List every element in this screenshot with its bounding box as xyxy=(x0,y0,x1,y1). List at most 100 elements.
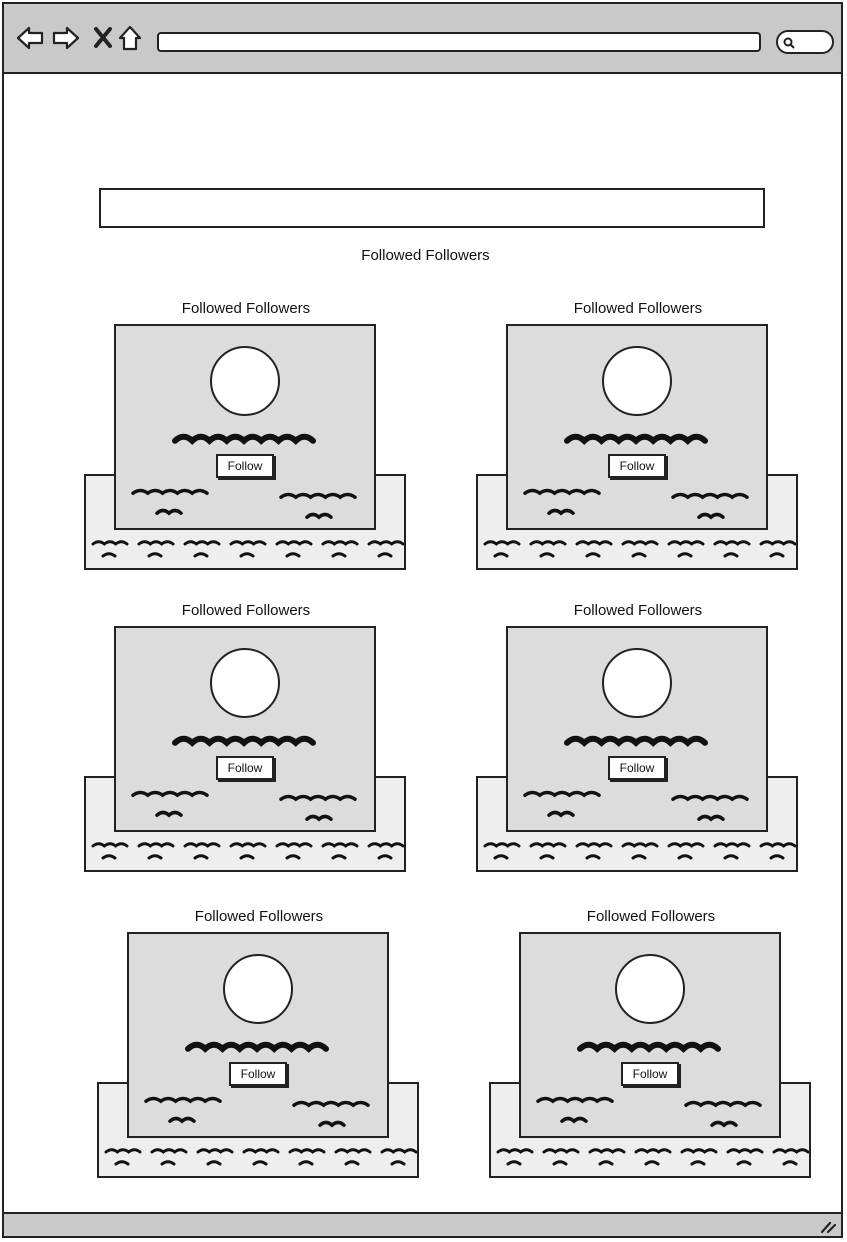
card-title: Followed Followers xyxy=(573,300,703,317)
placeholder-text-scribble xyxy=(483,540,521,546)
url-bar[interactable] xyxy=(157,32,761,52)
avatar xyxy=(210,648,280,718)
avatar xyxy=(223,954,293,1024)
placeholder-text-scribble xyxy=(229,540,267,546)
card-profile-panel: Follow xyxy=(114,626,376,832)
placeholder-text-scribble xyxy=(697,512,725,520)
avatar xyxy=(602,648,672,718)
placeholder-text-scribble xyxy=(667,540,705,546)
placeholder-text-scribble xyxy=(536,1096,614,1104)
placeholder-text-scribble xyxy=(723,854,739,860)
card-profile-panel: Follow xyxy=(127,932,389,1138)
placeholder-text-scribble xyxy=(493,552,509,558)
card-profile-panel: Follow xyxy=(519,932,781,1138)
placeholder-text-scribble xyxy=(331,854,347,860)
placeholder-text-scribble xyxy=(769,854,785,860)
placeholder-text-scribble xyxy=(101,552,117,558)
placeholder-text-scribble xyxy=(114,1160,130,1166)
placeholder-text-scribble xyxy=(680,1148,718,1154)
placeholder-text-scribble xyxy=(564,735,708,747)
stats-row xyxy=(103,1144,418,1174)
forward-arrow-icon[interactable] xyxy=(52,24,80,52)
placeholder-text-scribble xyxy=(183,540,221,546)
placeholder-text-scribble xyxy=(577,1041,721,1053)
placeholder-text-scribble xyxy=(671,794,749,802)
stats-row xyxy=(482,536,797,566)
card-profile-panel: Follow xyxy=(506,324,768,530)
card-title: Followed Followers xyxy=(573,602,703,619)
placeholder-text-scribble xyxy=(697,814,725,822)
profile-card: Followed Followers Follow xyxy=(84,602,408,882)
placeholder-text-scribble xyxy=(710,1120,738,1128)
placeholder-text-scribble xyxy=(585,552,601,558)
placeholder-text-scribble xyxy=(275,842,313,848)
placeholder-text-scribble xyxy=(723,552,739,558)
placeholder-text-scribble xyxy=(321,842,359,848)
profile-card: Followed Followers Follow xyxy=(476,300,800,580)
placeholder-text-scribble xyxy=(144,1096,222,1104)
placeholder-text-scribble xyxy=(631,854,647,860)
placeholder-text-scribble xyxy=(772,1148,810,1154)
browser-toolbar xyxy=(4,4,841,74)
placeholder-text-scribble xyxy=(552,1160,568,1166)
placeholder-text-scribble xyxy=(305,512,333,520)
placeholder-text-scribble xyxy=(172,433,316,445)
placeholder-text-scribble xyxy=(539,552,555,558)
browser-search-field[interactable] xyxy=(776,30,834,54)
placeholder-text-scribble xyxy=(598,1160,614,1166)
placeholder-text-scribble xyxy=(542,1148,580,1154)
close-icon[interactable] xyxy=(90,24,118,52)
card-title: Followed Followers xyxy=(181,300,311,317)
follow-button[interactable]: Follow xyxy=(216,756,274,780)
placeholder-text-scribble xyxy=(155,508,183,516)
placeholder-text-scribble xyxy=(547,810,575,818)
follow-button[interactable]: Follow xyxy=(229,1062,287,1086)
avatar xyxy=(602,346,672,416)
card-title: Followed Followers xyxy=(181,602,311,619)
placeholder-text-scribble xyxy=(91,540,129,546)
placeholder-text-scribble xyxy=(496,1148,534,1154)
avatar xyxy=(615,954,685,1024)
placeholder-text-scribble xyxy=(644,1160,660,1166)
placeholder-text-scribble xyxy=(367,842,405,848)
placeholder-text-scribble xyxy=(575,842,613,848)
card-profile-panel: Follow xyxy=(506,626,768,832)
placeholder-text-scribble xyxy=(131,790,209,798)
home-icon[interactable] xyxy=(116,24,144,52)
back-arrow-icon[interactable] xyxy=(16,24,44,52)
placeholder-text-scribble xyxy=(155,810,183,818)
placeholder-text-scribble xyxy=(782,1160,798,1166)
placeholder-text-scribble xyxy=(275,540,313,546)
follow-button[interactable]: Follow xyxy=(216,454,274,478)
placeholder-text-scribble xyxy=(279,492,357,500)
stats-row xyxy=(482,838,797,868)
search-input[interactable] xyxy=(99,188,765,228)
stats-row xyxy=(90,838,405,868)
placeholder-text-scribble xyxy=(621,540,659,546)
placeholder-text-scribble xyxy=(131,488,209,496)
placeholder-text-scribble xyxy=(193,854,209,860)
follow-button[interactable]: Follow xyxy=(621,1062,679,1086)
placeholder-text-scribble xyxy=(104,1148,142,1154)
placeholder-text-scribble xyxy=(621,842,659,848)
placeholder-text-scribble xyxy=(239,854,255,860)
follow-button[interactable]: Follow xyxy=(608,756,666,780)
placeholder-text-scribble xyxy=(726,1148,764,1154)
placeholder-text-scribble xyxy=(285,552,301,558)
placeholder-text-scribble xyxy=(564,433,708,445)
page-title: Followed Followers xyxy=(361,247,490,264)
placeholder-text-scribble xyxy=(298,1160,314,1166)
resize-grip-icon[interactable] xyxy=(819,1218,837,1234)
placeholder-text-scribble xyxy=(305,814,333,822)
placeholder-text-scribble xyxy=(137,842,175,848)
placeholder-text-scribble xyxy=(183,842,221,848)
placeholder-text-scribble xyxy=(539,854,555,860)
placeholder-text-scribble xyxy=(529,842,567,848)
placeholder-text-scribble xyxy=(759,842,797,848)
placeholder-text-scribble xyxy=(344,1160,360,1166)
follow-button[interactable]: Follow xyxy=(608,454,666,478)
placeholder-text-scribble xyxy=(377,552,393,558)
placeholder-text-scribble xyxy=(380,1148,418,1154)
placeholder-text-scribble xyxy=(367,540,405,546)
card-title: Followed Followers xyxy=(194,908,324,925)
